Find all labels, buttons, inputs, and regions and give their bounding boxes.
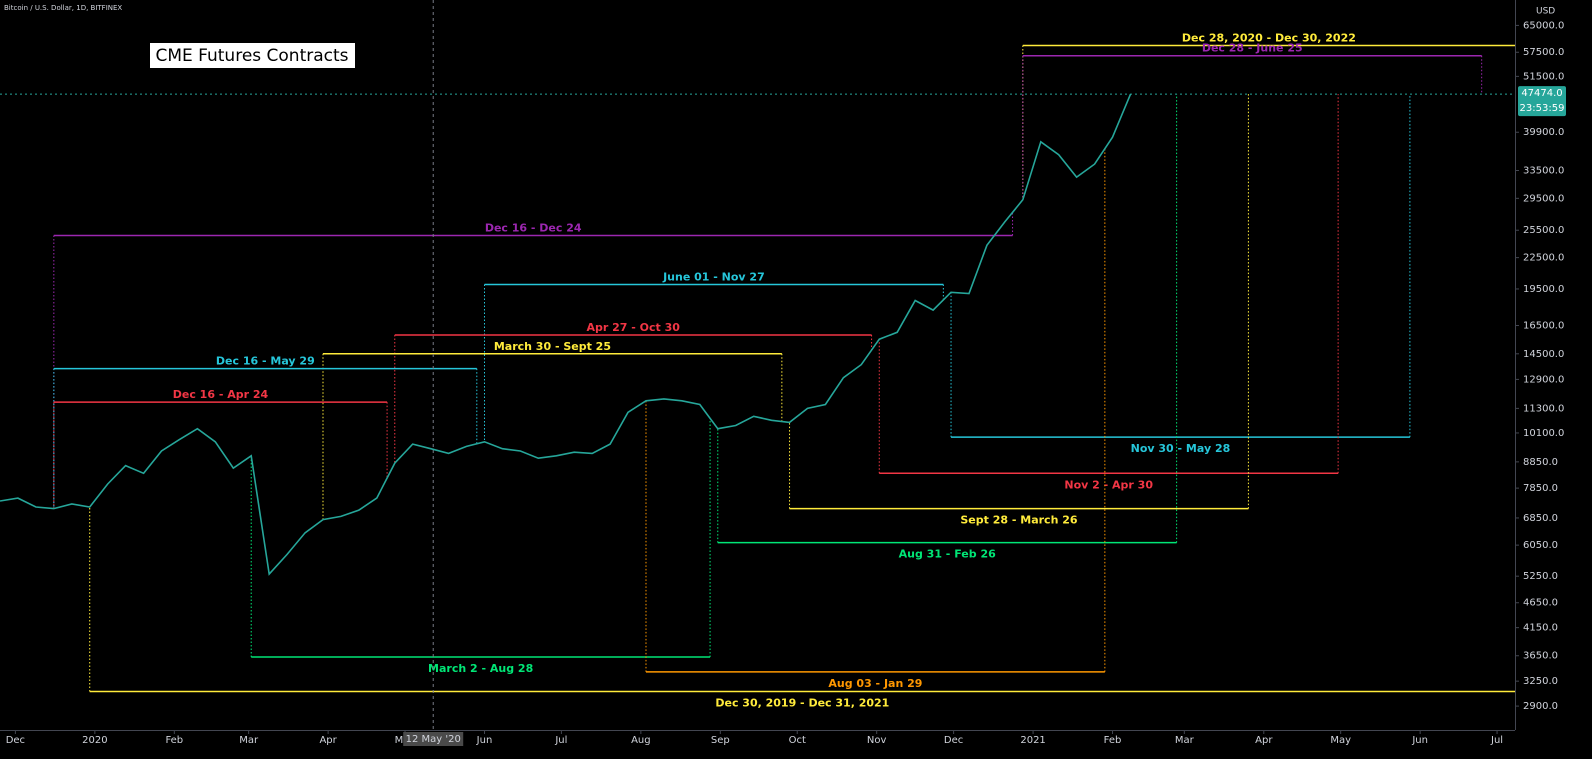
x-tick-label: Oct [789,735,806,746]
x-tick-label: Jul [554,735,567,746]
contract-label: Nov 2 - Apr 30 [1064,478,1153,491]
y-tick-label: 12900.0 [1523,374,1564,385]
y-tick-label: 10100.0 [1523,428,1564,439]
x-tick-label: Mar [1175,735,1195,746]
x-tick-label: Aug [631,735,651,746]
chart-title: CME Futures Contracts [155,46,348,66]
x-tick-label: Sep [711,735,730,746]
x-tick-label: Nov [867,735,887,746]
y-tick-label: 29500.0 [1523,193,1564,204]
x-tick-label: Mar [239,735,259,746]
crosshair-label: 12 May '20 [406,734,461,745]
y-tick-label: 16500.0 [1523,321,1564,332]
axis-unit: USD [1536,7,1555,17]
y-tick-label: 51500.0 [1523,71,1564,82]
contract-label: Aug 03 - Jan 29 [828,677,922,690]
contract-label: March 30 - Sept 25 [494,340,611,353]
y-tick-label: 3250.0 [1523,676,1558,687]
y-tick-label: 11300.0 [1523,403,1564,414]
contract-label: March 2 - Aug 28 [428,662,533,675]
price-line [0,93,1132,576]
x-tick-label: Apr [1255,735,1273,746]
contract-label: Dec 28 - June 25 [1202,42,1303,55]
x-tick-label: Dec [6,735,25,746]
y-tick-label: 14500.0 [1523,349,1564,360]
x-tick-label: Jun [476,735,493,746]
y-tick-label: 57500.0 [1523,47,1564,58]
x-tick-label: Jun [1411,735,1428,746]
y-tick-label: 4150.0 [1523,623,1558,634]
y-tick-label: 33500.0 [1523,165,1564,176]
x-tick-label: Jul [1490,735,1503,746]
x-tick-label: Feb [165,735,183,746]
contract-label: Dec 16 - May 29 [216,355,315,368]
x-tick-label: Feb [1104,735,1122,746]
y-tick-label: 3650.0 [1523,651,1558,662]
y-tick-label: 39900.0 [1523,127,1564,138]
contract-label: June 01 - Nov 27 [662,271,765,284]
y-tick-label: 2900.0 [1523,701,1558,712]
last-price-label: 47474.0 [1521,88,1562,99]
title-box [150,43,355,68]
contract-label: Apr 27 - Oct 30 [586,321,680,334]
contract-label: Dec 16 - Dec 24 [485,221,582,234]
y-tick-label: 6850.0 [1523,513,1558,524]
contract-label: Dec 30, 2019 - Dec 31, 2021 [715,696,889,709]
x-tick-label: May [1330,735,1351,746]
y-tick-label: 22500.0 [1523,253,1564,264]
contract-label: Nov 30 - May 28 [1131,442,1231,455]
contract-label: Dec 28, 2020 - Dec 30, 2022 [1182,31,1356,44]
y-tick-label: 25500.0 [1523,225,1564,236]
x-tick-label: Dec [944,735,963,746]
last-price-box [1518,86,1566,117]
y-tick-label: 8850.0 [1523,457,1558,468]
x-tick-label: 2021 [1020,735,1045,746]
crosshair-label-box [403,732,464,746]
y-tick-label: 4650.0 [1523,598,1558,609]
y-tick-label: 5250.0 [1523,571,1558,582]
x-tick-label: 2020 [82,735,107,746]
contract-label: Sept 28 - March 26 [960,514,1078,527]
y-tick-label: 65000.0 [1523,20,1564,31]
x-tick-label: Apr [319,735,337,746]
countdown: 23:53:59 [1520,103,1565,114]
y-tick-label: 7850.0 [1523,483,1558,494]
symbol-header: Bitcoin / U.S. Dollar, 1D, BITFINEX [4,4,122,12]
contract-label: Aug 31 - Feb 26 [899,548,996,561]
y-tick-label: 6050.0 [1523,540,1558,551]
y-tick-label: 19500.0 [1523,284,1564,295]
contract-label: Dec 16 - Apr 24 [173,388,269,401]
